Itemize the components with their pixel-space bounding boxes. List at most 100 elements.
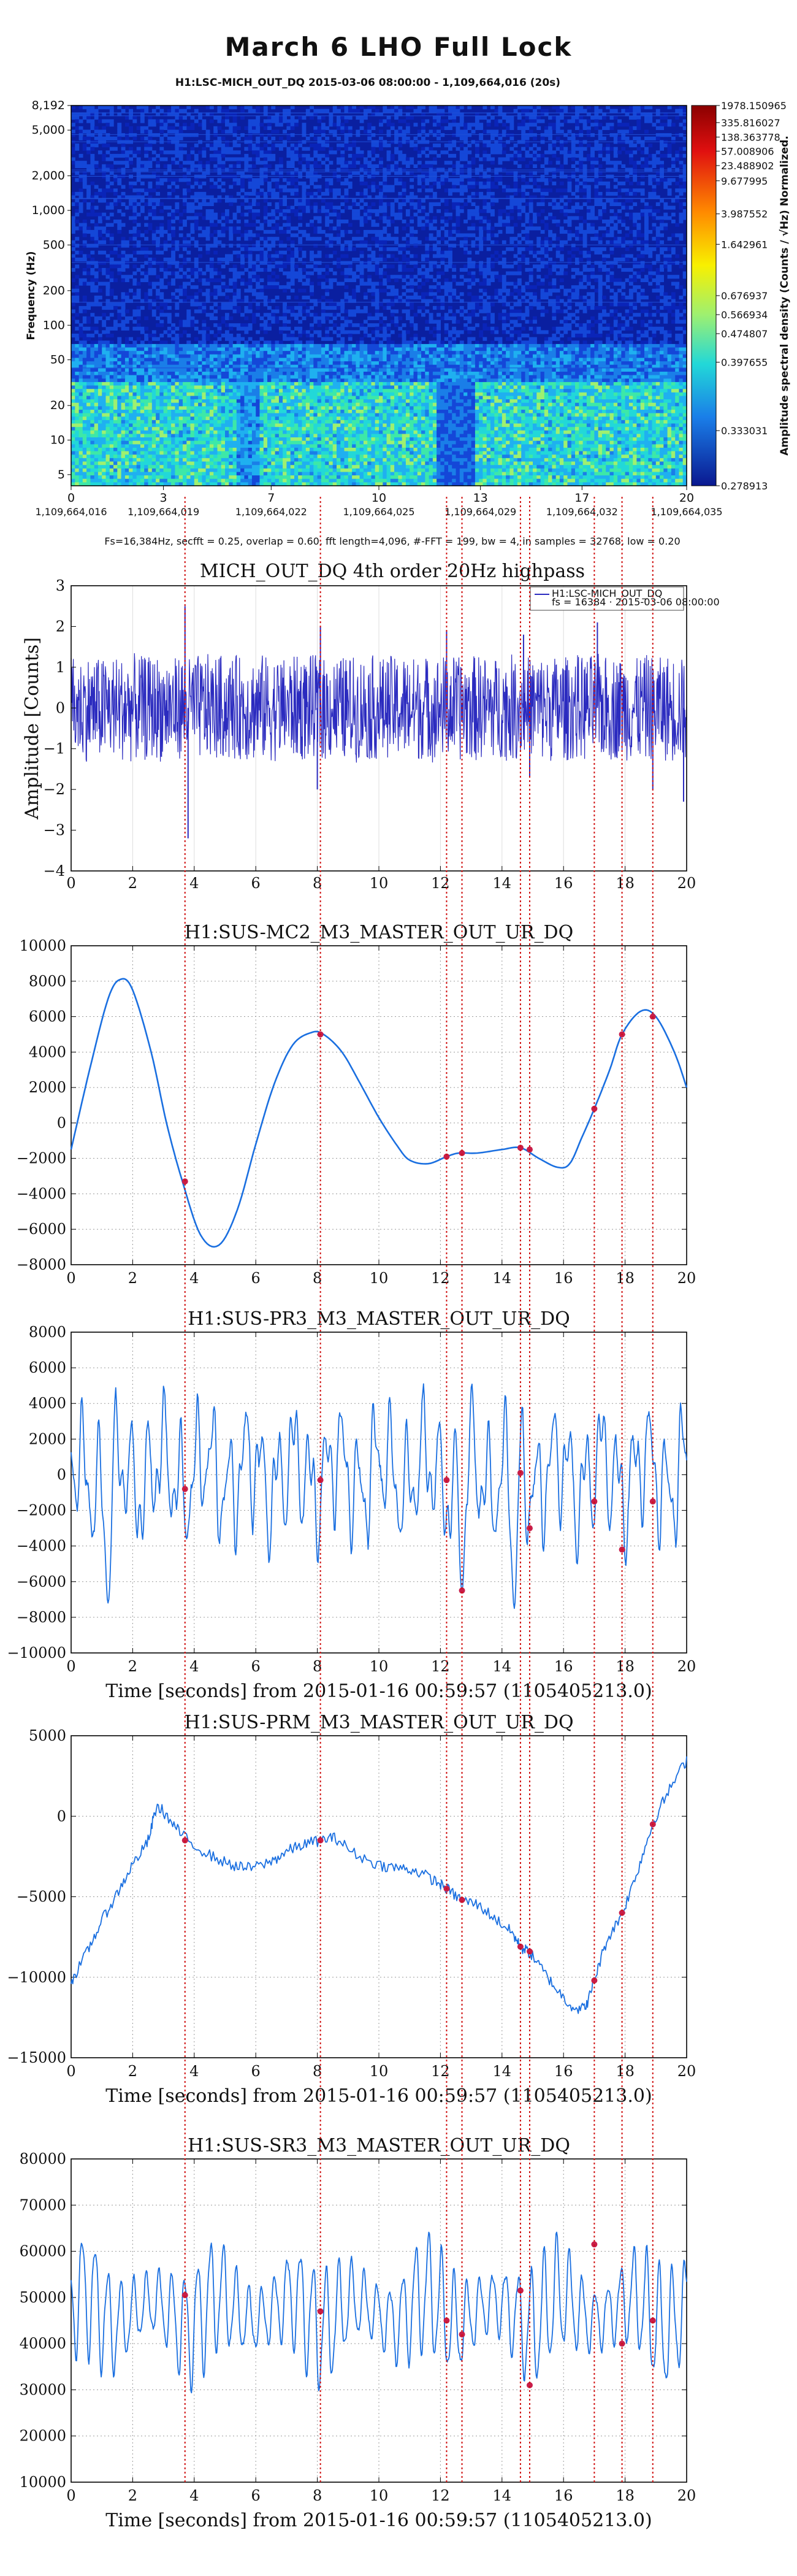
spectrogram-cell bbox=[344, 320, 349, 324]
spectrogram-cell bbox=[90, 302, 95, 307]
spectrogram-cell bbox=[251, 223, 256, 227]
spectrogram-cell bbox=[625, 129, 630, 134]
spectrogram-cell bbox=[217, 278, 222, 282]
spectrogram-cell bbox=[482, 309, 487, 313]
spectrogram-cell bbox=[644, 296, 649, 300]
spectrogram-cell bbox=[75, 250, 80, 255]
spectrogram-cell bbox=[498, 313, 503, 317]
spectrogram-cell bbox=[294, 254, 299, 258]
spectrogram-cell bbox=[144, 126, 149, 130]
spectrogram-cell bbox=[467, 195, 472, 199]
spectrogram-cell bbox=[540, 240, 545, 244]
spectrogram-cell bbox=[375, 292, 379, 296]
spectrogram-cell bbox=[648, 144, 653, 148]
spectrogram-cell bbox=[398, 209, 403, 213]
spectrogram-cell bbox=[625, 267, 630, 272]
spectrogram-cell bbox=[525, 136, 530, 140]
spectrogram-cell bbox=[109, 164, 114, 168]
spectrogram-cell bbox=[167, 233, 172, 237]
spectrogram-cell bbox=[136, 288, 141, 293]
spectrogram-cell bbox=[598, 147, 603, 151]
spectrogram-cell bbox=[317, 109, 322, 113]
spectrogram-cell bbox=[571, 285, 576, 289]
spectrogram-cell bbox=[205, 237, 210, 241]
spectrogram-cell bbox=[525, 292, 530, 296]
spectrogram-cell bbox=[367, 136, 372, 140]
spectrogram-cell bbox=[132, 296, 137, 300]
spectrogram-cell bbox=[613, 150, 618, 155]
spectrogram-cell bbox=[286, 271, 291, 275]
spectrogram-cell bbox=[437, 129, 441, 134]
spectrogram-cell bbox=[325, 167, 330, 172]
spectrogram-cell bbox=[136, 178, 141, 182]
spectrogram-cell bbox=[232, 199, 237, 203]
spectrogram-cell bbox=[367, 109, 372, 113]
spectrogram-cell bbox=[598, 133, 603, 137]
spectrogram-cell bbox=[567, 250, 572, 255]
spectrogram-cell bbox=[594, 105, 599, 110]
spectrogram-cell bbox=[579, 216, 584, 220]
spectrogram-cell bbox=[313, 178, 318, 182]
spectrogram-cell bbox=[248, 129, 253, 134]
spectrogram-cell bbox=[337, 157, 341, 161]
spectrogram-cell bbox=[536, 250, 541, 255]
spectrogram-cell bbox=[667, 309, 672, 313]
spectrogram-cell bbox=[459, 129, 464, 134]
spectrogram-cell bbox=[421, 112, 425, 117]
spectrogram-cell bbox=[417, 150, 422, 155]
spectrogram-cell bbox=[575, 202, 579, 206]
spectrogram-cell bbox=[648, 212, 653, 217]
spectrogram-cell bbox=[186, 202, 191, 206]
spectrogram-cell bbox=[325, 191, 330, 196]
spectrogram-cell bbox=[251, 267, 256, 272]
spectrogram-cell bbox=[586, 292, 591, 296]
spectrogram-cell bbox=[217, 195, 222, 199]
spectrogram-cell bbox=[506, 188, 510, 193]
spectrogram-cell bbox=[225, 147, 229, 151]
spectrogram-cell bbox=[525, 240, 530, 244]
spectrogram-cell bbox=[536, 237, 541, 241]
spectrogram-cell bbox=[521, 136, 526, 140]
spectrogram-cell bbox=[582, 123, 587, 127]
spectrogram-cell bbox=[109, 278, 114, 282]
spectrogram-cell bbox=[533, 133, 537, 137]
spectrogram-cell bbox=[671, 164, 676, 168]
spectrogram-cell bbox=[259, 161, 264, 165]
spectrogram-cell bbox=[175, 195, 180, 199]
spectrogram-cell bbox=[498, 112, 503, 117]
spectrogram-cell bbox=[305, 271, 310, 275]
spectrogram-cell bbox=[240, 185, 245, 189]
spectrogram-cell bbox=[213, 115, 218, 120]
spectrogram-cell bbox=[202, 195, 207, 199]
spectrogram-cell bbox=[575, 309, 579, 313]
spectrogram-cell bbox=[544, 288, 549, 293]
spectrogram-cell bbox=[679, 133, 684, 137]
spectrogram-cell bbox=[310, 258, 314, 262]
spectrogram-cell bbox=[525, 133, 530, 137]
spectrogram-cell bbox=[517, 209, 522, 213]
spectrogram-cell bbox=[209, 271, 214, 275]
spectrogram-cell bbox=[340, 164, 345, 168]
spectrogram-cell bbox=[490, 195, 495, 199]
spectrogram-cell bbox=[479, 226, 484, 231]
spectrogram-cell bbox=[609, 309, 614, 313]
spectrogram-cell bbox=[540, 261, 545, 265]
spectrogram-cell bbox=[352, 296, 356, 300]
spectrogram-cell bbox=[440, 254, 445, 258]
spectrogram-cell bbox=[394, 129, 398, 134]
spectrogram-cell bbox=[124, 240, 129, 244]
spectrogram-cell bbox=[644, 161, 649, 165]
spectrogram-cell bbox=[463, 129, 468, 134]
spectrogram-cell bbox=[444, 220, 449, 224]
spectrogram-cell bbox=[159, 136, 164, 140]
spectrogram-cell bbox=[613, 147, 618, 151]
spectrogram-cell bbox=[528, 296, 533, 300]
spectrogram-cell bbox=[467, 271, 472, 275]
spectrogram-cell bbox=[121, 267, 126, 272]
spectrogram-cell bbox=[71, 150, 75, 155]
spectrogram-cell bbox=[159, 285, 164, 289]
spectrogram-cell bbox=[363, 292, 368, 296]
spectrogram-cell bbox=[467, 316, 472, 320]
spectrogram-cell bbox=[97, 240, 102, 244]
spectrogram-cell bbox=[310, 133, 314, 137]
